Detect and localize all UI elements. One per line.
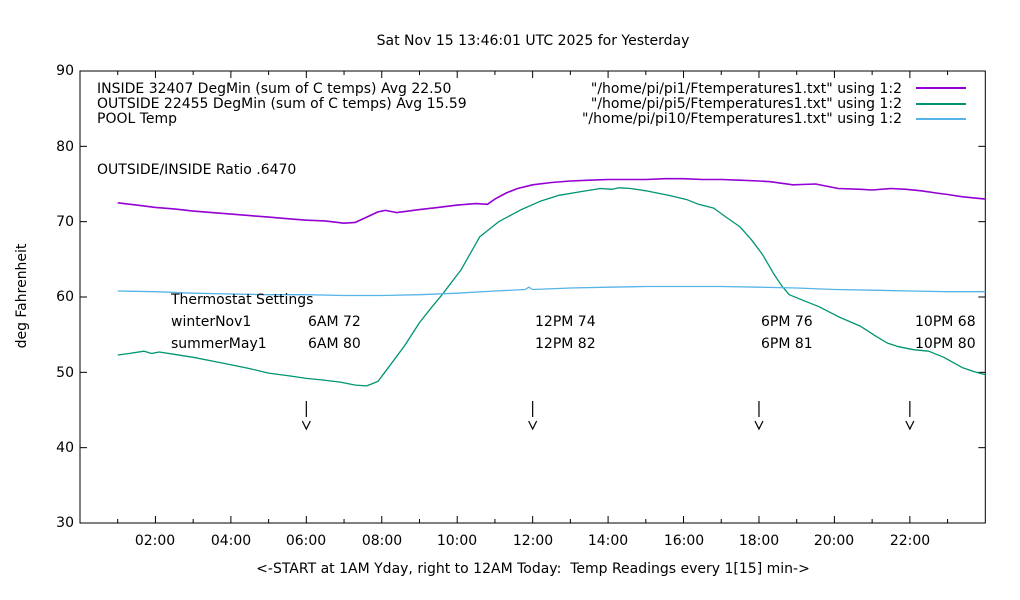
chart-title: Sat Nov 15 13:46:01 UTC 2025 for Yesterd… [376,33,690,49]
y-tick-30: 30 [56,515,74,531]
y-tick-50: 50 [56,365,74,381]
thermostat-winter-name: winterNov1 [171,314,252,330]
x-tick-0400: 04:00 [210,533,252,549]
x-tick-2000: 20:00 [813,533,855,549]
legend-line-sample-pool [916,118,966,120]
legend-file-outside: "/home/pi/pi5/Ftemperatures1.txt" using … [590,96,902,112]
x-tick-0800: 08:00 [361,533,403,549]
legend-file-pool: "/home/pi/pi10/Ftemperatures1.txt" using… [581,111,902,127]
series-pool-line [117,285,986,297]
thermostat-summer-12pm: 12PM 82 [535,336,596,352]
thermostat-winter-6am: 6AM 72 [308,314,361,330]
y-tick-70: 70 [56,214,74,230]
legend-label-inside: INSIDE 32407 DegMin (sum of C temps) Avg… [97,81,452,97]
legend-label-pool: POOL Temp [97,111,178,127]
thermostat-summer-10pm: 10PM 80 [915,336,976,352]
legend-label-outside: OUTSIDE 22455 DegMin (sum of C temps) Av… [97,96,467,112]
outside-inside-ratio-label: OUTSIDE/INSIDE Ratio .6470 [97,162,297,178]
y-tick-40: 40 [56,440,74,456]
x-tick-1200: 12:00 [512,533,554,549]
x-tick-1000: 10:00 [436,533,478,549]
thermostat-summer-6pm: 6PM 81 [761,336,813,352]
x-axis-label: <-START at 1AM Yday, right to 12AM Today… [256,561,810,577]
y-tick-60: 60 [56,289,74,305]
setpoint-arrow-head-icon [528,420,538,431]
thermostat-summer-name: summerMay1 [171,336,267,352]
series-inside-line [117,177,986,224]
x-tick-0200: 02:00 [134,533,176,549]
legend-line-sample-outside [916,103,966,105]
y-axis-label: deg Fahrenheit [14,243,30,349]
x-tick-1400: 14:00 [587,533,629,549]
thermostat-winter-10pm: 10PM 68 [915,314,976,330]
x-tick-1600: 16:00 [663,533,705,549]
y-tick-80: 80 [56,139,74,155]
x-tick-1800: 18:00 [738,533,780,549]
x-tick-0600: 06:00 [285,533,327,549]
thermostat-winter-6pm: 6PM 76 [761,314,813,330]
x-tick-2200: 22:00 [889,533,931,549]
setpoint-arrow-head-icon [905,420,915,431]
setpoint-arrow-head-icon [301,420,311,431]
legend-file-inside: "/home/pi/pi1/Ftemperatures1.txt" using … [590,81,902,97]
y-tick-90: 90 [56,63,74,79]
setpoint-arrow-head-icon [754,420,764,431]
thermostat-summer-6am: 6AM 80 [308,336,361,352]
legend-line-sample-inside [916,87,966,89]
series-outside-line [117,187,986,387]
thermostat-winter-12pm: 12PM 74 [535,314,596,330]
thermostat-settings-title: Thermostat Settings [171,292,314,308]
